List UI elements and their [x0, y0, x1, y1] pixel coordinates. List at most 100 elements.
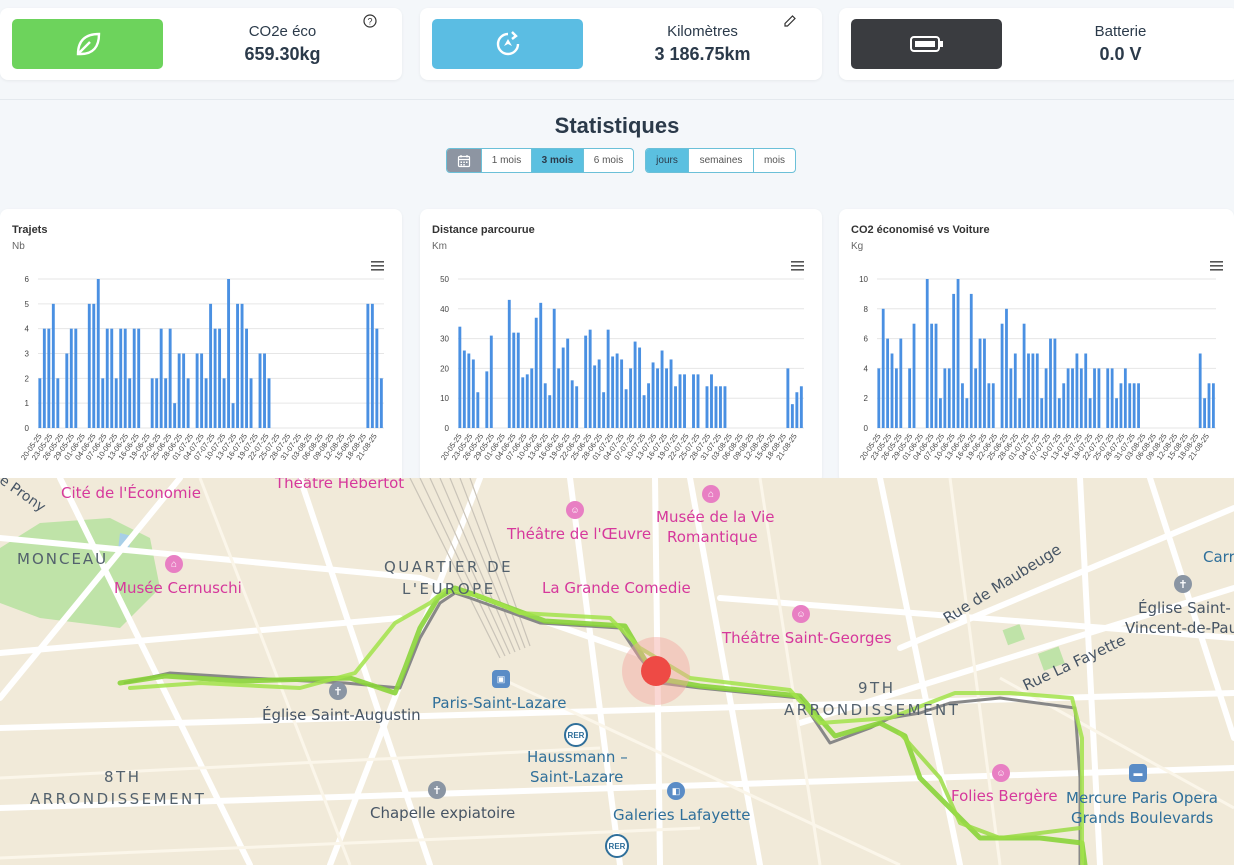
bar	[710, 374, 713, 428]
bar	[642, 395, 646, 428]
period-button-group: jours semaines mois	[645, 148, 796, 173]
bar	[925, 279, 929, 428]
range-3-months-button[interactable]: 3 mois	[532, 149, 584, 172]
bar	[222, 378, 226, 428]
bar	[1035, 353, 1039, 428]
battery-icon	[851, 19, 1002, 69]
map-label-quartier-1: QUARTIER DE	[384, 558, 514, 576]
bar	[1049, 338, 1052, 428]
stats-title: Statistiques	[554, 113, 680, 138]
bar	[961, 383, 964, 428]
theatre-icon: ☺	[792, 605, 810, 623]
bar	[1088, 398, 1092, 428]
range-6-months-button[interactable]: 6 mois	[593, 155, 624, 166]
bar	[92, 303, 96, 428]
theatre-icon: ☺	[566, 501, 584, 519]
range-button-group: 1 mois 3 mois 6 mois	[446, 148, 634, 173]
map-base	[0, 478, 1234, 865]
calendar-button[interactable]	[447, 149, 482, 172]
bar	[956, 279, 960, 428]
bar	[633, 341, 637, 428]
bar	[974, 368, 978, 428]
chart-unit: Km	[432, 241, 447, 252]
bar	[96, 279, 100, 428]
bar	[530, 368, 534, 428]
bar	[1207, 383, 1211, 428]
bar	[476, 392, 480, 428]
bar	[227, 279, 231, 428]
bar	[597, 359, 601, 428]
bar	[660, 350, 664, 428]
bar	[101, 378, 105, 428]
bar	[258, 353, 262, 428]
bar	[186, 378, 190, 428]
bar	[42, 328, 46, 428]
bar	[87, 303, 91, 428]
bar	[723, 386, 727, 428]
pencil-icon[interactable]	[782, 13, 798, 29]
bar	[548, 395, 552, 428]
battery-card: Batterie 0.0 V	[839, 8, 1234, 80]
bar	[245, 328, 248, 428]
bar	[908, 368, 912, 428]
map-label-cernuschi: Musée Cernuschi	[114, 579, 242, 597]
bar	[177, 353, 181, 428]
bar	[173, 403, 177, 428]
y-tick-label: 6	[25, 275, 30, 284]
bar	[969, 293, 973, 428]
km-card: Kilomètres 3 186.75km	[420, 8, 822, 80]
theatre-icon: ☺	[992, 764, 1010, 782]
y-tick-label: 5	[25, 300, 30, 309]
bar	[588, 329, 592, 428]
map-label-saint-georges: Théâtre Saint-Georges	[722, 629, 892, 647]
bar	[692, 374, 695, 428]
chart-menu-icon[interactable]	[371, 261, 384, 271]
chart-title: Distance parcourue	[432, 224, 535, 236]
trips-bar-chart: 012345620-05-2523-05-2526-05-2529-05-250…	[19, 275, 384, 462]
bar	[570, 380, 574, 428]
bar	[1079, 368, 1083, 428]
period-weeks-button[interactable]: semaines	[689, 149, 754, 172]
map-label-oeuvre: Théâtre de l'Œuvre	[507, 525, 652, 543]
bar	[593, 365, 597, 428]
bar	[1044, 368, 1048, 428]
y-tick-label: 0	[25, 424, 30, 433]
chart-menu-icon[interactable]	[1210, 261, 1223, 271]
bar	[624, 389, 628, 428]
bar	[204, 378, 208, 428]
chart-menu-icon[interactable]	[791, 261, 804, 271]
bar	[606, 329, 610, 428]
y-tick-label: 0	[864, 424, 869, 433]
bar	[370, 303, 374, 428]
bar	[218, 328, 222, 428]
bar	[1027, 353, 1030, 428]
bar	[611, 356, 615, 428]
co2-bar-chart: 024681020-05-2523-05-2526-05-2529-05-250…	[858, 275, 1216, 462]
co2-chart-card: CO2 économisé vs Voiture Kg 0 2 4 6 8 10 20-05…	[839, 209, 1234, 484]
y-tick-label: 4	[864, 364, 869, 373]
map-label-galeries: Galeries Lafayette	[613, 806, 751, 824]
map-label-quartier-2: L'EUROPE	[402, 580, 496, 598]
bar	[110, 328, 114, 428]
battery-label: Batterie	[1094, 23, 1147, 40]
period-months-button[interactable]: mois	[763, 155, 786, 166]
bar	[575, 386, 579, 428]
map-label-haussmann-1: Haussmann –	[527, 748, 628, 766]
rer-icon: RER	[605, 834, 629, 858]
trips-map[interactable]: e Prony Cité de l'Économie Théâtre Héber…	[0, 478, 1234, 865]
y-tick-label: 3	[25, 350, 30, 359]
bar	[1110, 368, 1114, 428]
period-days-button[interactable]: jours	[646, 149, 689, 172]
shopping-icon: ◧	[667, 782, 685, 800]
co2-value: 659.30kg	[244, 44, 321, 64]
bar	[665, 368, 668, 428]
bar	[150, 378, 154, 428]
bar	[379, 378, 383, 428]
bar	[38, 378, 42, 428]
map-label-8th-2: ARRONDISSEMENT	[30, 790, 207, 808]
help-circle-icon[interactable]: ?	[362, 13, 378, 29]
range-1-month-button[interactable]: 1 mois	[482, 149, 532, 172]
bar	[1071, 368, 1074, 428]
km-value: 3 186.75km	[654, 44, 751, 64]
map-label-mercure-2: Grands Boulevards	[1071, 809, 1214, 827]
